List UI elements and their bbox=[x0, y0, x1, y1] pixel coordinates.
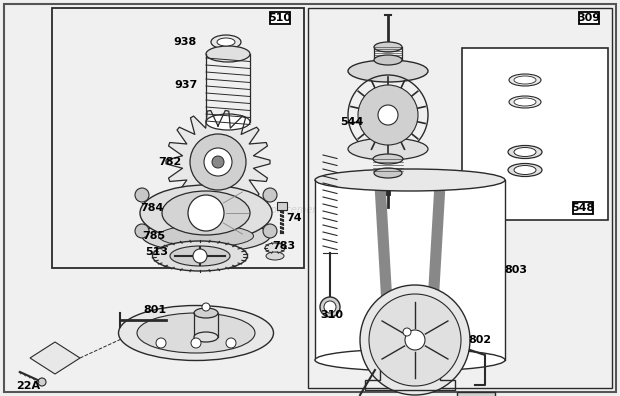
Circle shape bbox=[324, 301, 336, 313]
Text: 938: 938 bbox=[174, 37, 197, 47]
Ellipse shape bbox=[514, 76, 536, 84]
Ellipse shape bbox=[211, 35, 241, 49]
Circle shape bbox=[38, 378, 46, 386]
Bar bbox=[580, 12, 598, 24]
Ellipse shape bbox=[194, 332, 218, 342]
Circle shape bbox=[191, 338, 201, 348]
Text: 22A: 22A bbox=[16, 381, 40, 391]
Bar bbox=[315, 180, 505, 360]
Circle shape bbox=[188, 195, 224, 231]
Ellipse shape bbox=[514, 147, 536, 156]
Text: 785: 785 bbox=[143, 231, 166, 241]
Circle shape bbox=[226, 338, 236, 348]
Circle shape bbox=[204, 148, 232, 176]
Text: 802: 802 bbox=[469, 335, 492, 345]
Ellipse shape bbox=[206, 46, 250, 62]
Ellipse shape bbox=[315, 169, 505, 191]
Circle shape bbox=[212, 156, 224, 168]
Ellipse shape bbox=[137, 313, 255, 353]
Ellipse shape bbox=[170, 246, 230, 266]
Text: 309: 309 bbox=[577, 13, 601, 23]
Bar bbox=[462, 48, 608, 220]
Circle shape bbox=[135, 224, 149, 238]
Polygon shape bbox=[166, 110, 270, 213]
Ellipse shape bbox=[118, 305, 273, 360]
Ellipse shape bbox=[142, 220, 270, 252]
Text: ©ReplacementParts.com: ©ReplacementParts.com bbox=[249, 205, 371, 215]
Circle shape bbox=[320, 297, 340, 317]
Ellipse shape bbox=[514, 98, 536, 106]
Circle shape bbox=[358, 85, 418, 145]
Ellipse shape bbox=[266, 252, 284, 260]
Circle shape bbox=[135, 188, 149, 202]
Ellipse shape bbox=[217, 38, 235, 46]
Text: 548: 548 bbox=[572, 203, 595, 213]
Bar bbox=[574, 202, 593, 214]
Ellipse shape bbox=[140, 185, 272, 241]
Ellipse shape bbox=[514, 166, 536, 175]
Polygon shape bbox=[30, 342, 80, 374]
Circle shape bbox=[193, 249, 207, 263]
Ellipse shape bbox=[348, 138, 428, 160]
Ellipse shape bbox=[374, 55, 402, 65]
Text: 310: 310 bbox=[321, 310, 343, 320]
Text: 783: 783 bbox=[272, 241, 296, 251]
Circle shape bbox=[190, 134, 246, 190]
Text: 513: 513 bbox=[146, 247, 169, 257]
Ellipse shape bbox=[508, 145, 542, 158]
Text: 544: 544 bbox=[340, 117, 364, 127]
Circle shape bbox=[360, 285, 470, 395]
Ellipse shape bbox=[159, 225, 254, 247]
Ellipse shape bbox=[315, 349, 505, 371]
Ellipse shape bbox=[265, 243, 285, 253]
Text: 803: 803 bbox=[505, 265, 528, 275]
Bar bbox=[270, 12, 290, 24]
Circle shape bbox=[156, 338, 166, 348]
Circle shape bbox=[263, 224, 277, 238]
Text: 782: 782 bbox=[158, 157, 182, 167]
Bar bbox=[308, 8, 612, 388]
Ellipse shape bbox=[348, 60, 428, 82]
Circle shape bbox=[403, 328, 411, 336]
Ellipse shape bbox=[373, 154, 403, 164]
Ellipse shape bbox=[153, 241, 247, 271]
Circle shape bbox=[405, 330, 425, 350]
Ellipse shape bbox=[194, 308, 218, 318]
Ellipse shape bbox=[162, 191, 250, 235]
Ellipse shape bbox=[509, 96, 541, 108]
Circle shape bbox=[369, 294, 461, 386]
Text: 74: 74 bbox=[286, 213, 302, 223]
Ellipse shape bbox=[374, 42, 402, 52]
Circle shape bbox=[202, 303, 210, 311]
Text: 784: 784 bbox=[140, 203, 164, 213]
Circle shape bbox=[263, 188, 277, 202]
Ellipse shape bbox=[374, 168, 402, 178]
Text: 937: 937 bbox=[174, 80, 198, 90]
Text: 510: 510 bbox=[268, 13, 291, 23]
Ellipse shape bbox=[206, 114, 250, 130]
Text: 801: 801 bbox=[143, 305, 167, 315]
Circle shape bbox=[378, 105, 398, 125]
Bar bbox=[457, 392, 495, 396]
Bar bbox=[52, 8, 304, 268]
Bar bbox=[277, 202, 287, 210]
Ellipse shape bbox=[509, 74, 541, 86]
Ellipse shape bbox=[508, 164, 542, 177]
